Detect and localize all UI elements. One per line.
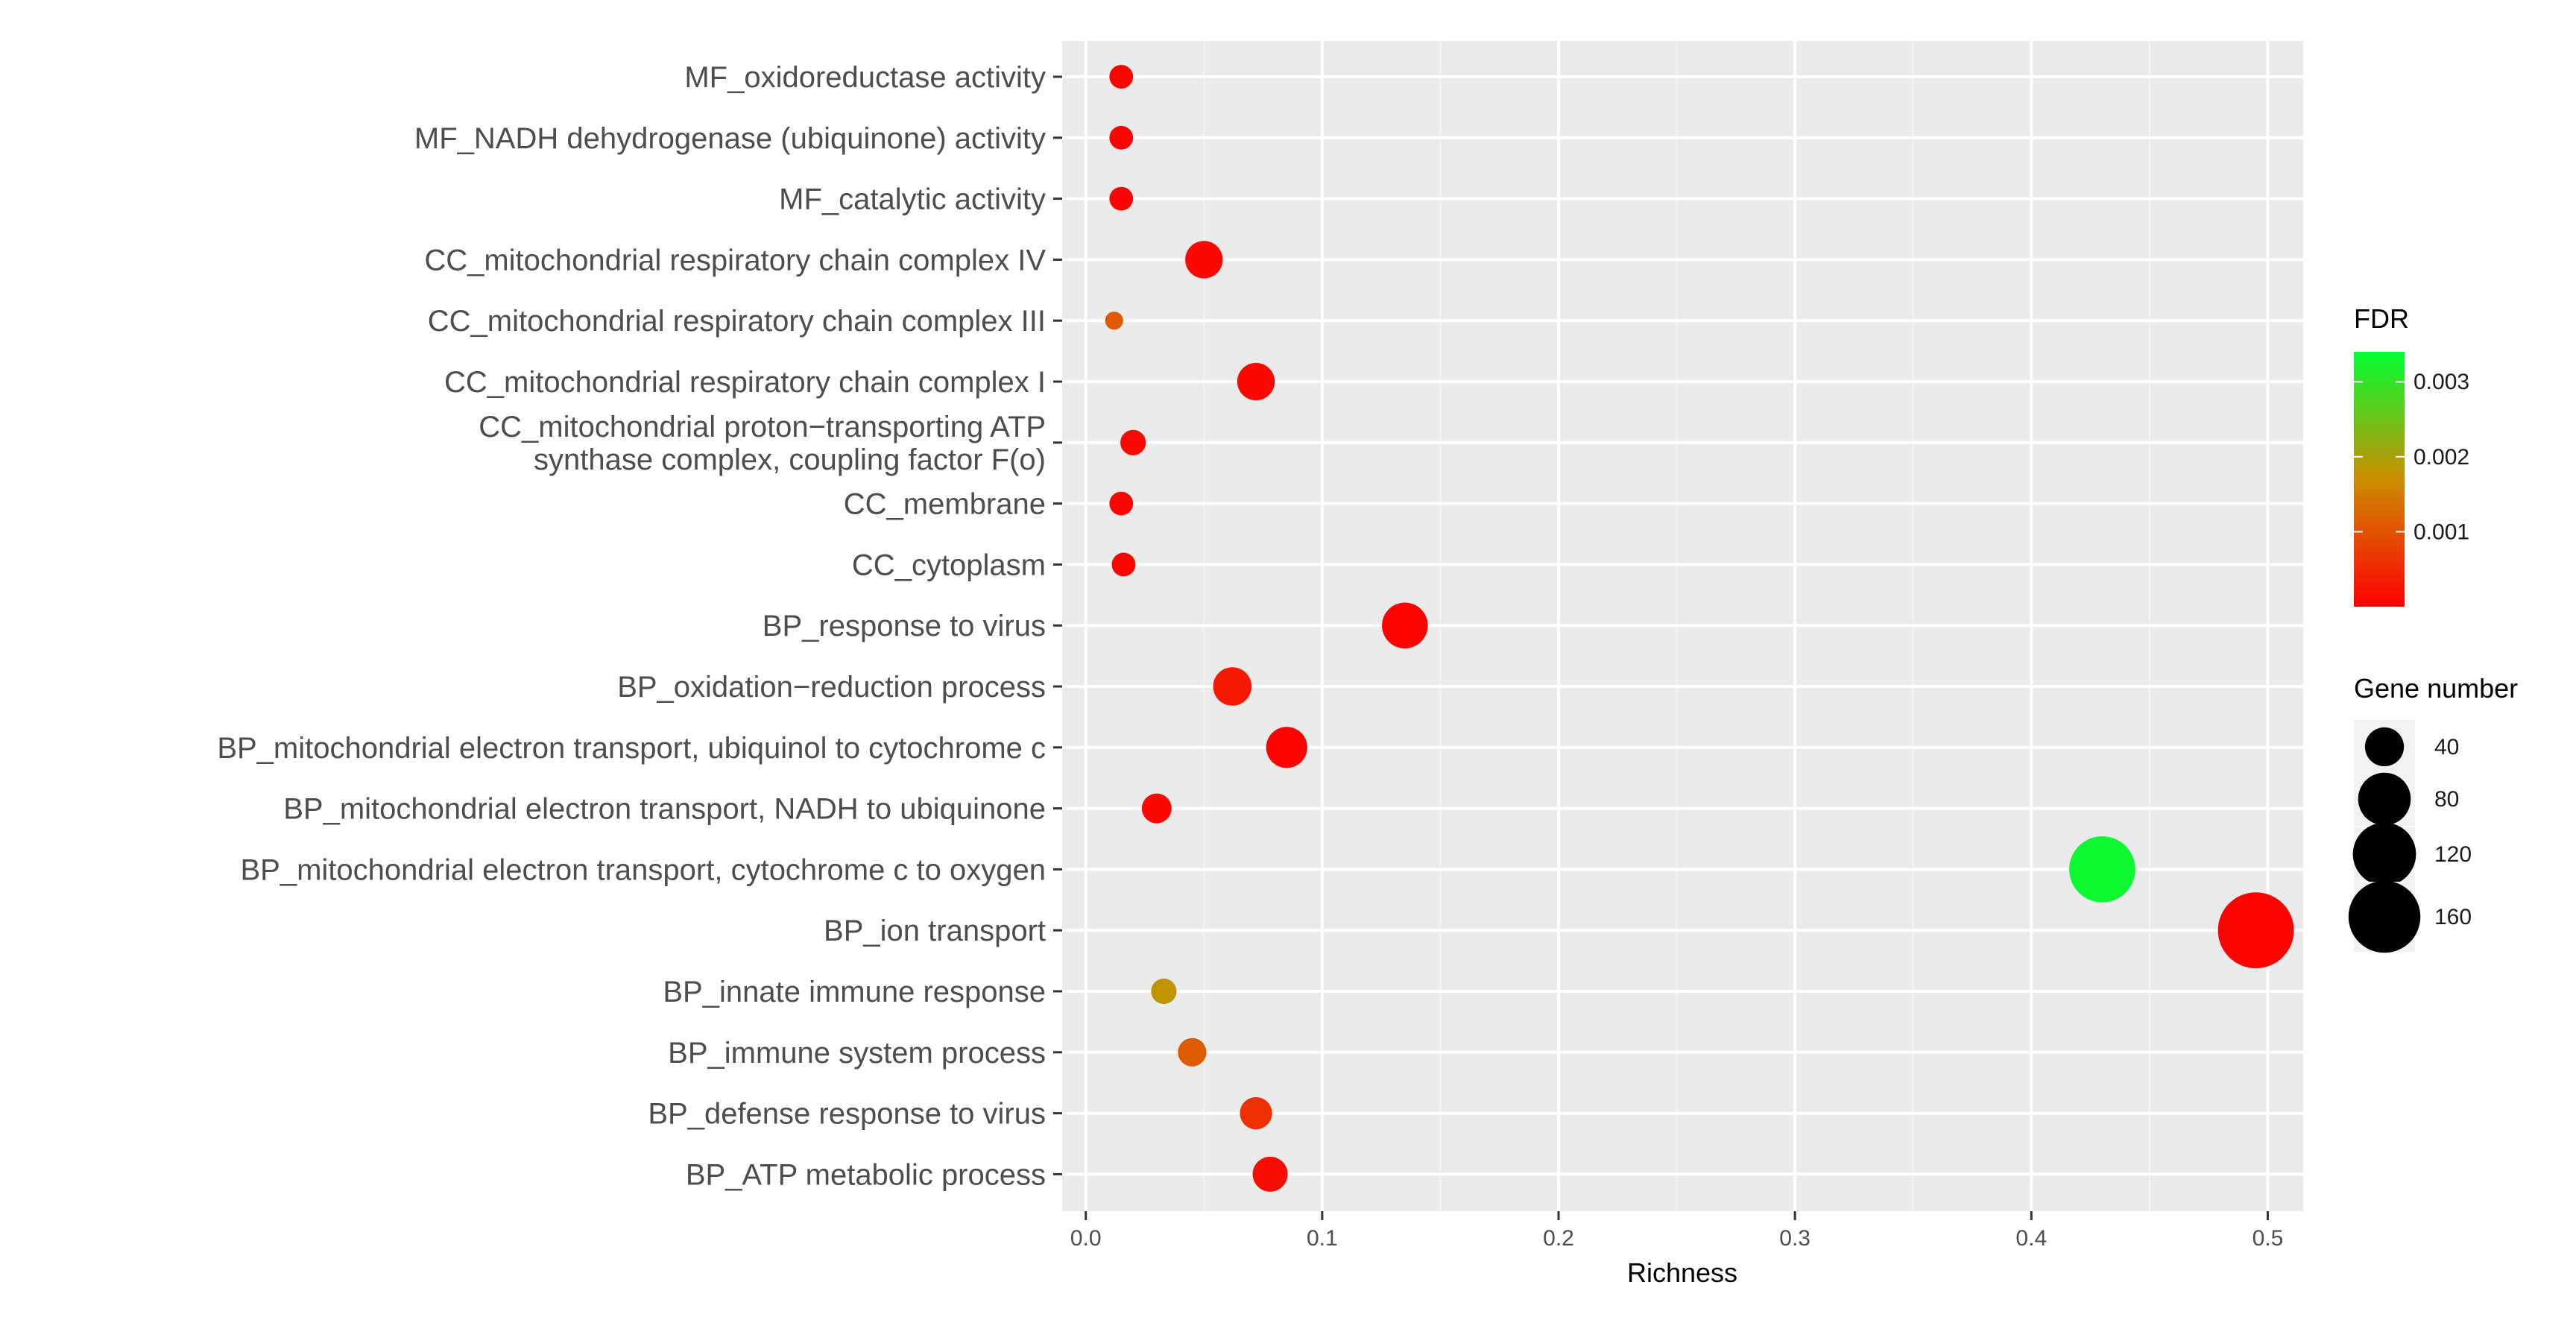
y-tick-label: MF_oxidoreductase activity <box>684 61 1046 94</box>
data-point <box>1109 65 1134 89</box>
data-point <box>1252 1156 1288 1192</box>
y-tick-label: MF_NADH dehydrogenase (ubiquinone) activ… <box>414 122 1046 155</box>
y-tick-label: BP_mitochondrial electron transport, cyt… <box>240 853 1046 886</box>
size-legend-dot <box>2358 772 2411 826</box>
fdr-colorbar <box>2354 352 2405 607</box>
y-tick-label: CC_mitochondrial respiratory chain compl… <box>428 305 1046 338</box>
size-legend-label: 40 <box>2434 735 2459 759</box>
y-tick-label: BP_mitochondrial electron transport, NAD… <box>283 793 1046 826</box>
y-tick-label: CC_mitochondrial proton−transporting ATP <box>479 411 1046 443</box>
data-point <box>1213 667 1252 706</box>
size-legend-dot <box>2364 727 2405 767</box>
data-point <box>1382 602 1428 648</box>
data-point <box>1151 978 1177 1005</box>
data-point <box>1178 1038 1207 1067</box>
size-legend-title: Gene number <box>2354 673 2518 704</box>
gene-number-size-legend: Gene number 40 80 120 160 <box>2348 673 2518 953</box>
fdr-legend-label: 0.002 <box>2414 445 2469 470</box>
y-tick-label: BP_immune system process <box>668 1037 1046 1070</box>
data-point <box>1120 429 1146 455</box>
plot-panel <box>1062 41 2303 1211</box>
fdr-color-legend: FDR 0.001 0.002 0.003 <box>2354 303 2469 607</box>
y-tick-label: BP_mitochondrial electron transport, ubi… <box>217 732 1046 765</box>
y-tick-label: BP_innate immune response <box>663 976 1046 1008</box>
data-point <box>1109 186 1134 211</box>
y-tick-label: BP_ATP metabolic process <box>686 1158 1046 1191</box>
y-tick-label: MF_catalytic activity <box>779 183 1046 216</box>
size-legend-dot <box>2348 880 2421 953</box>
x-axis: 0.0 0.1 0.2 0.3 0.4 0.5 <box>1070 1211 2283 1251</box>
y-tick-label: BP_ion transport <box>824 915 1046 947</box>
data-point <box>1240 1096 1272 1130</box>
size-legend-dot <box>2352 822 2416 886</box>
x-tick-label: 0.2 <box>1543 1226 1574 1251</box>
y-axis-category-labels: MF_oxidoreductase activity MF_NADH dehydr… <box>217 61 1062 1191</box>
data-point <box>1266 727 1307 768</box>
data-point <box>1141 793 1172 824</box>
data-points <box>1105 65 2294 1192</box>
y-tick-label: BP_defense response to virus <box>648 1098 1046 1131</box>
y-tick-label: CC_membrane <box>844 488 1046 521</box>
data-point <box>1111 552 1136 577</box>
x-axis-title: Richness <box>1627 1257 1737 1288</box>
x-tick-label: 0.5 <box>2253 1226 2284 1251</box>
fdr-legend-label: 0.003 <box>2414 370 2469 394</box>
y-tick-label: BP_response to virus <box>763 610 1046 642</box>
y-tick-label: synthase complex, coupling factor F(o) <box>534 443 1046 476</box>
size-legend-label: 120 <box>2434 842 2472 867</box>
y-tick-label: CC_mitochondrial respiratory chain compl… <box>444 366 1046 399</box>
x-tick-label: 0.0 <box>1070 1226 1102 1251</box>
data-point <box>2217 892 2294 969</box>
y-tick-label: CC_mitochondrial respiratory chain compl… <box>424 244 1046 277</box>
y-tick-label: CC_cytoplasm <box>852 549 1046 581</box>
data-point <box>1109 491 1134 516</box>
x-tick-label: 0.1 <box>1307 1226 1338 1251</box>
data-point <box>1237 362 1275 401</box>
size-legend-label: 160 <box>2434 905 2472 929</box>
fdr-legend-title: FDR <box>2354 303 2409 334</box>
data-point <box>1109 125 1134 150</box>
fdr-legend-label: 0.001 <box>2414 519 2469 544</box>
x-tick-label: 0.3 <box>1779 1226 1811 1251</box>
x-tick-label: 0.4 <box>2015 1226 2047 1251</box>
data-point <box>1105 312 1123 330</box>
size-legend-label: 80 <box>2434 787 2459 812</box>
data-point <box>1185 241 1223 279</box>
data-point <box>2069 836 2135 903</box>
y-tick-label: BP_oxidation−reduction process <box>617 671 1046 704</box>
